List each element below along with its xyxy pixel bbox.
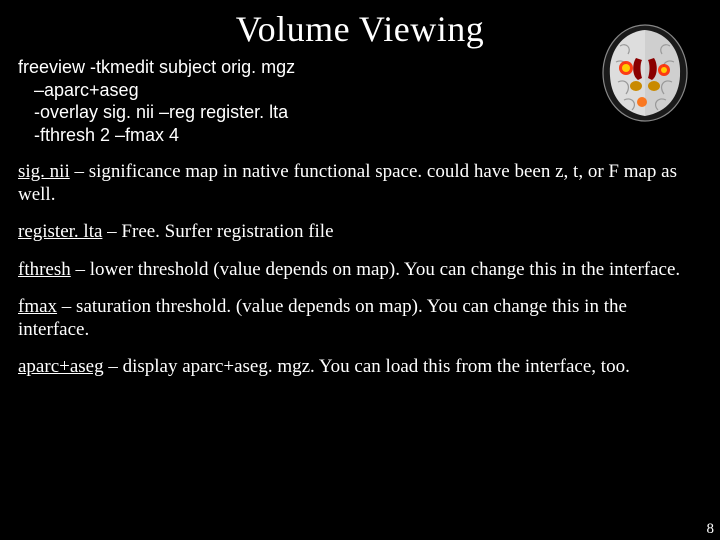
term-fmax: fmax	[18, 296, 57, 317]
def-register: register. lta – Free. Surfer registratio…	[18, 220, 702, 243]
term-sig: sig. nii	[18, 161, 70, 182]
brain-image	[592, 18, 698, 124]
def-fmax: fmax – saturation threshold. (value depe…	[18, 295, 702, 341]
page-number: 8	[707, 521, 715, 538]
def-sig: sig. nii – significance map in native fu…	[18, 160, 702, 206]
term-aparc: aparc+aseg	[18, 356, 104, 377]
term-fthresh: fthresh	[18, 259, 71, 280]
rest-sig: – significance map in native functional …	[18, 161, 677, 205]
rest-register: – Free. Surfer registration file	[102, 221, 333, 242]
term-register: register. lta	[18, 221, 102, 242]
rest-aparc: – display aparc+aseg. mgz. You can load …	[104, 356, 630, 377]
rest-fmax: – saturation threshold. (value depends o…	[18, 296, 627, 340]
definitions: sig. nii – significance map in native fu…	[18, 160, 702, 378]
def-fthresh: fthresh – lower threshold (value depends…	[18, 258, 702, 281]
cmd-line-4: -fthresh 2 –fmax 4	[18, 124, 702, 147]
rest-fthresh: – lower threshold (value depends on map)…	[71, 259, 680, 280]
def-aparc: aparc+aseg – display aparc+aseg. mgz. Yo…	[18, 355, 702, 378]
